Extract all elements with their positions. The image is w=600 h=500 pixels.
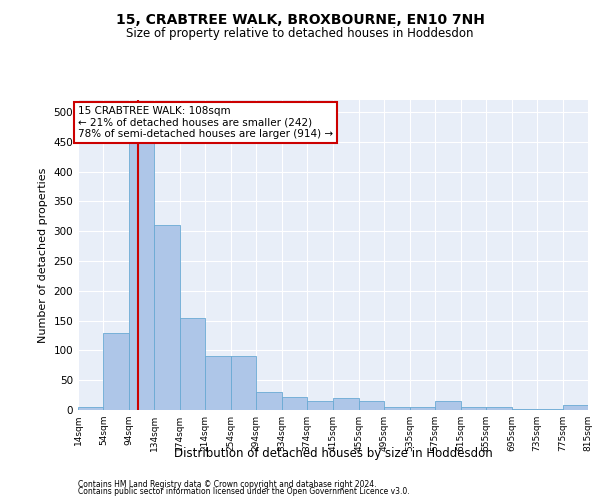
Bar bbox=[154, 225, 180, 410]
Y-axis label: Number of detached properties: Number of detached properties bbox=[38, 168, 48, 342]
Bar bbox=[461, 407, 486, 410]
Bar bbox=[563, 405, 588, 410]
Bar bbox=[282, 397, 307, 410]
Text: 15 CRABTREE WALK: 108sqm
← 21% of detached houses are smaller (242)
78% of semi-: 15 CRABTREE WALK: 108sqm ← 21% of detach… bbox=[78, 106, 333, 139]
Bar bbox=[384, 407, 410, 410]
Bar bbox=[256, 392, 282, 410]
Bar bbox=[537, 409, 563, 410]
Bar bbox=[512, 409, 537, 410]
Text: Contains public sector information licensed under the Open Government Licence v3: Contains public sector information licen… bbox=[78, 488, 410, 496]
Bar bbox=[334, 398, 359, 410]
Bar bbox=[103, 332, 129, 410]
Bar bbox=[205, 356, 231, 410]
Bar bbox=[307, 401, 334, 410]
Bar bbox=[435, 401, 461, 410]
Text: Size of property relative to detached houses in Hoddesdon: Size of property relative to detached ho… bbox=[126, 28, 474, 40]
Bar bbox=[129, 138, 154, 410]
Bar bbox=[359, 401, 384, 410]
Text: 15, CRABTREE WALK, BROXBOURNE, EN10 7NH: 15, CRABTREE WALK, BROXBOURNE, EN10 7NH bbox=[116, 12, 484, 26]
Text: Distribution of detached houses by size in Hoddesdon: Distribution of detached houses by size … bbox=[173, 448, 493, 460]
Bar bbox=[180, 318, 205, 410]
Bar bbox=[410, 407, 435, 410]
Text: Contains HM Land Registry data © Crown copyright and database right 2024.: Contains HM Land Registry data © Crown c… bbox=[78, 480, 377, 489]
Bar bbox=[78, 407, 103, 410]
Bar bbox=[231, 356, 256, 410]
Bar bbox=[486, 407, 512, 410]
